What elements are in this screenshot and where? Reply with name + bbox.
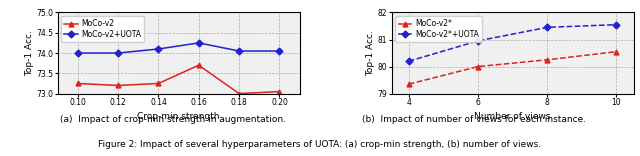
MoCo-v2+UOTA xyxy=(276,50,284,52)
MoCo-v2 xyxy=(74,83,82,84)
Legend: MoCo-v2*, MoCo-v2*+UOTA: MoCo-v2*, MoCo-v2*+UOTA xyxy=(396,16,482,42)
MoCo-v2+UOTA xyxy=(115,52,122,54)
MoCo-v2*+UOTA xyxy=(543,26,551,28)
Line: MoCo-v2: MoCo-v2 xyxy=(76,63,282,96)
MoCo-v2 xyxy=(115,85,122,86)
MoCo-v2+UOTA xyxy=(195,42,203,44)
MoCo-v2 xyxy=(155,83,163,84)
Text: (a)  Impact of crop-min strength in augmentation.: (a) Impact of crop-min strength in augme… xyxy=(60,115,286,124)
MoCo-v2 xyxy=(236,93,243,95)
MoCo-v2 xyxy=(195,64,203,66)
MoCo-v2*+UOTA xyxy=(474,40,482,42)
MoCo-v2* xyxy=(474,66,482,68)
MoCo-v2* xyxy=(405,83,413,85)
MoCo-v2*+UOTA xyxy=(405,60,413,62)
Line: MoCo-v2*+UOTA: MoCo-v2*+UOTA xyxy=(406,22,619,64)
Y-axis label: Top-1 Acc.: Top-1 Acc. xyxy=(25,30,34,76)
Y-axis label: Top-1 Acc.: Top-1 Acc. xyxy=(366,30,375,76)
MoCo-v2+UOTA xyxy=(74,52,82,54)
Legend: MoCo-v2, MoCo-v2+UOTA: MoCo-v2, MoCo-v2+UOTA xyxy=(61,16,145,42)
X-axis label: Number of views: Number of views xyxy=(474,112,551,121)
X-axis label: Crop-min strength: Crop-min strength xyxy=(138,112,220,121)
Line: MoCo-v2+UOTA: MoCo-v2+UOTA xyxy=(76,40,282,56)
Line: MoCo-v2*: MoCo-v2* xyxy=(406,49,619,87)
Text: (b)  Impact of number of views for each instance.: (b) Impact of number of views for each i… xyxy=(362,115,586,124)
MoCo-v2*+UOTA xyxy=(612,24,620,26)
MoCo-v2* xyxy=(543,59,551,61)
MoCo-v2* xyxy=(612,51,620,53)
MoCo-v2+UOTA xyxy=(155,48,163,50)
Text: Figure 2: Impact of several hyperparameters of UOTA: (a) crop-min strength, (b) : Figure 2: Impact of several hyperparamet… xyxy=(99,140,541,149)
MoCo-v2 xyxy=(276,91,284,93)
MoCo-v2+UOTA xyxy=(236,50,243,52)
